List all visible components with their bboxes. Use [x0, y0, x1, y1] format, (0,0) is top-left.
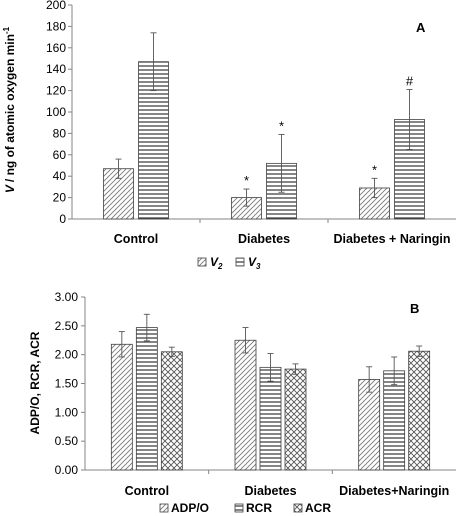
y-tick-label-a: 40 — [53, 169, 67, 183]
bar-b — [284, 368, 307, 471]
chart-panel-a: 0 20 40 60 80 100 120 140 160 180 200 Control Diabe… — [2, 0, 456, 271]
labels-a: Control Diabetes * * Diabetes + Naringin * # — [114, 74, 451, 246]
bar-b — [110, 343, 133, 471]
legend-swatch-a — [235, 257, 245, 267]
legend-label-a-sub: 3 — [256, 262, 261, 271]
legend-label-a: V3 — [248, 255, 261, 271]
labels-b: Control Diabetes Diabetes+Naringin — [125, 484, 450, 498]
y-tick-label-a: 80 — [53, 126, 67, 140]
y-tick-label-a: 120 — [46, 84, 66, 98]
legend-swatch-b — [293, 503, 303, 513]
y-tick-label-a: 20 — [53, 191, 67, 205]
y-tick-label-a: 60 — [53, 148, 67, 162]
bar-b — [408, 350, 431, 471]
legend-label-b: ADP/O — [171, 501, 209, 515]
legend-label-b: ACR — [305, 501, 331, 515]
y-tick-label-b: 0.00 — [55, 463, 79, 477]
y-tick-label-a: 160 — [46, 41, 66, 55]
legend-label-a-sub: 2 — [217, 262, 223, 271]
y-axis-a: 0 20 40 60 80 100 120 140 160 180 200 — [46, 0, 456, 226]
bar-b — [259, 366, 282, 471]
y-axis-title-a-rest: / ng of atomic oxygen min — [3, 34, 17, 182]
bar-b — [234, 339, 257, 471]
y-tick-label-b: 2.50 — [55, 319, 79, 333]
legend-label-a-var: V — [248, 255, 257, 269]
legend-swatch-a — [197, 257, 207, 267]
x-category-label-b: Diabetes+Naringin — [339, 484, 449, 498]
y-axis-title-a: V / ng of atomic oxygen min-1 — [2, 26, 17, 193]
panel-label-a: A — [416, 20, 426, 35]
x-category-label-b: Control — [125, 484, 169, 498]
y-axis-title-b: ADP/O, RCR, ACR — [28, 331, 42, 434]
significance-mark-a: * — [372, 162, 377, 177]
y-tick-label-b: 0.50 — [55, 434, 79, 448]
legend-swatch-b — [159, 503, 169, 513]
y-tick-label-a: 200 — [46, 0, 66, 12]
y-tick-label-b: 1.50 — [55, 377, 79, 391]
bar-b — [358, 379, 381, 471]
bars-a — [103, 32, 425, 220]
significance-mark-a: * — [244, 173, 249, 188]
legend-b: ADP/O RCR ACR — [159, 501, 331, 515]
significance-mark-a: # — [406, 74, 414, 89]
y-tick-label-a: 140 — [46, 62, 66, 76]
y-tick-label-b: 1.00 — [55, 405, 79, 419]
bar-b — [135, 327, 158, 471]
legend-label-a: V2 — [210, 255, 223, 271]
bars-b — [110, 313, 431, 471]
x-category-label-a: Diabetes — [238, 232, 290, 246]
y-axis-title-a-var: V — [3, 184, 17, 193]
legend-label-b: RCR — [246, 501, 272, 515]
legend-swatch-b — [234, 503, 244, 513]
y-tick-label-b: 3.00 — [55, 290, 79, 304]
x-category-label-a: Control — [114, 232, 158, 246]
legend-label-a-var: V — [210, 255, 219, 269]
legend-a: V2 V3 — [197, 255, 261, 271]
significance-mark-a: * — [279, 118, 284, 133]
y-tick-label-a: 0 — [59, 212, 66, 226]
y-tick-label-b: 2.00 — [55, 348, 79, 362]
y-tick-label-a: 100 — [46, 105, 66, 119]
chart-panel-b: 0.00 0.50 1.00 1.50 2.00 2.50 3.00 Control Diab… — [28, 290, 456, 515]
y-axis-title-a-sup: -1 — [2, 26, 11, 34]
y-tick-label-a: 180 — [46, 19, 66, 33]
panel-label-b: B — [410, 301, 419, 316]
bar-b — [383, 370, 406, 471]
x-category-label-a: Diabetes + Naringin — [333, 232, 450, 246]
bar-b — [160, 351, 183, 471]
x-category-label-b: Diabetes — [244, 484, 296, 498]
